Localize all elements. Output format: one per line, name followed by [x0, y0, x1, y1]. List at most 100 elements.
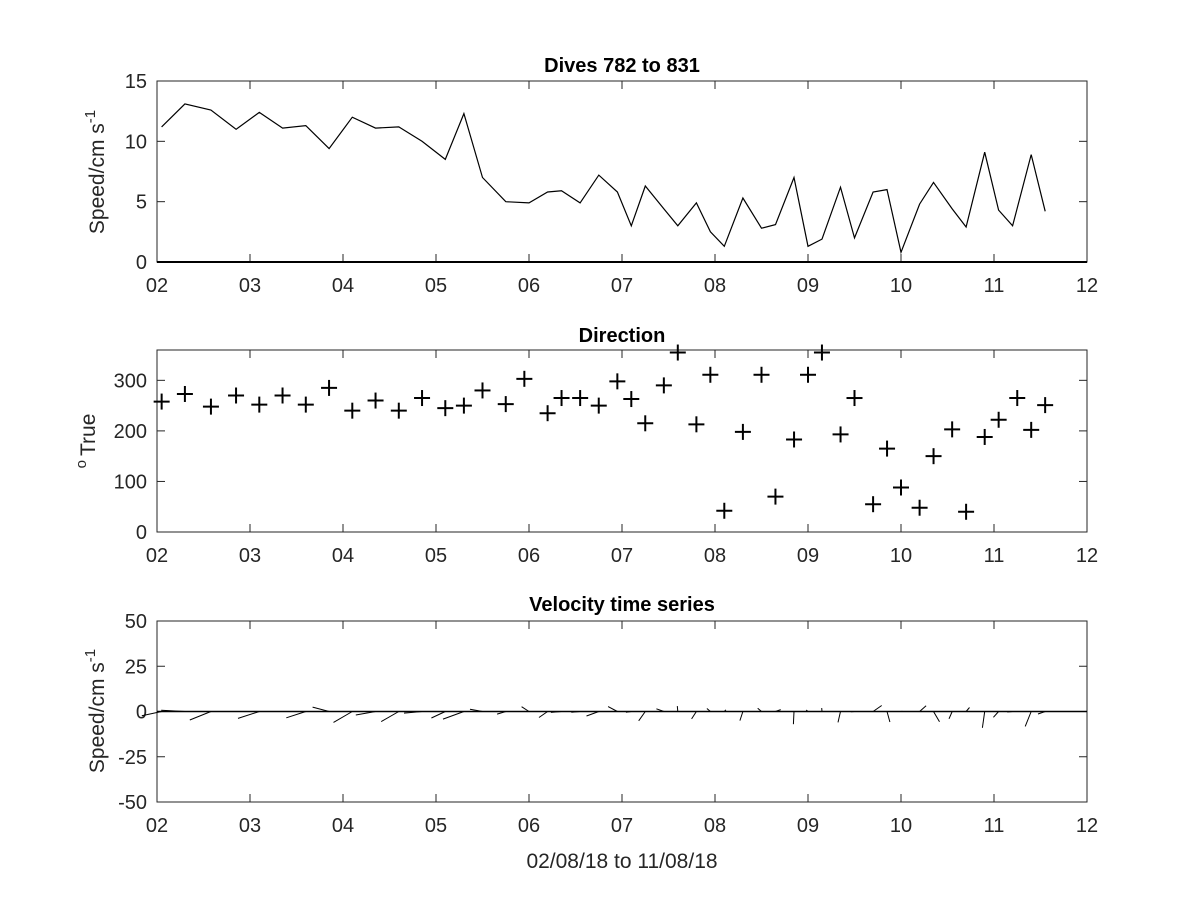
panel-direction-ylabel-text: o True	[73, 414, 100, 469]
velocity-stick	[757, 707, 762, 712]
velocity-stick	[739, 711, 744, 721]
x-tick-label: 11	[984, 815, 1005, 837]
y-tick-label: 300	[114, 370, 147, 392]
direction-marker	[414, 390, 431, 407]
x-tick-label: 05	[425, 545, 447, 567]
velocity-stick	[965, 707, 970, 712]
y-tick-label: 0	[136, 252, 147, 274]
panel-velocity-sticks	[141, 705, 1087, 728]
panel-velocity-ylabel-sup: -1	[82, 649, 99, 662]
direction-marker	[609, 373, 626, 390]
direction-marker	[944, 421, 961, 438]
direction-marker	[437, 400, 454, 417]
panel-velocity-xlabel: 02/08/18 to 11/08/18	[526, 850, 717, 873]
x-tick-label: 03	[239, 275, 261, 297]
velocity-stick	[775, 709, 781, 712]
velocity-stick	[919, 705, 927, 712]
panel-speed-ylabel-text: Speed/cm s-1	[82, 110, 109, 234]
direction-marker	[228, 387, 245, 404]
x-tick-label: 06	[518, 815, 540, 837]
velocity-stick	[521, 706, 530, 712]
velocity-stick	[141, 711, 162, 717]
x-tick-label: 05	[425, 815, 447, 837]
velocity-stick	[993, 711, 999, 718]
direction-marker	[911, 499, 928, 516]
panel-direction-series	[153, 344, 1054, 520]
panel-direction-ylabel: o True	[73, 414, 100, 469]
y-tick-label: 50	[125, 611, 147, 633]
x-tick-label: 12	[1076, 275, 1098, 297]
panel-velocity: Velocity time series Speed/cm s-1 02 03 04…	[82, 594, 1098, 873]
direction-marker	[879, 440, 896, 457]
velocity-stick	[237, 711, 260, 719]
panel-direction-ylabel-pre: o	[73, 460, 90, 468]
x-tick-label: 10	[890, 545, 912, 567]
velocity-stick	[380, 711, 400, 723]
direction-marker	[321, 379, 338, 396]
direction-marker	[655, 377, 672, 394]
x-tick-label: 07	[611, 815, 633, 837]
direction-marker	[516, 370, 533, 387]
direction-marker	[367, 392, 384, 409]
x-tick-label: 08	[704, 545, 726, 567]
direction-marker	[800, 366, 816, 383]
x-tick-label: 02	[146, 275, 168, 297]
velocity-stick	[586, 711, 599, 717]
velocity-stick	[933, 711, 940, 723]
x-tick-label: 09	[797, 275, 819, 297]
y-tick-label: 5	[136, 192, 147, 214]
y-tick-label: 0	[136, 702, 147, 724]
x-tick-label: 07	[611, 275, 633, 297]
direction-marker	[297, 396, 314, 413]
direction-marker	[925, 448, 942, 465]
direction-marker	[893, 479, 909, 496]
velocity-stick	[442, 711, 465, 720]
x-tick-label: 06	[518, 545, 540, 567]
direction-marker	[202, 398, 219, 415]
y-tick-label: 25	[125, 656, 147, 678]
direction-marker	[846, 390, 863, 407]
direction-marker	[497, 396, 514, 413]
velocity-stick	[886, 711, 891, 723]
velocity-stick	[872, 705, 882, 712]
direction-marker	[153, 393, 170, 410]
panel-direction-title: Direction	[579, 325, 666, 347]
direction-marker	[813, 344, 830, 361]
x-tick-label: 05	[425, 275, 447, 297]
velocity-stick	[431, 711, 446, 719]
direction-marker	[637, 415, 654, 432]
panel-direction-ticks: 02 03 04 05 06 07 08 09 10 11 12 0 100 200 300	[114, 350, 1098, 567]
velocity-stick	[469, 708, 483, 712]
velocity-stick	[656, 708, 665, 712]
velocity-stick	[1007, 711, 1013, 713]
y-tick-label: 0	[136, 522, 147, 544]
speed-line	[161, 103, 1046, 255]
velocity-stick	[638, 711, 646, 722]
y-tick-label: 10	[125, 131, 147, 153]
velocity-stick	[161, 709, 185, 712]
y-tick-label: 15	[125, 71, 147, 93]
velocity-stick	[948, 711, 953, 720]
panel-speed: Dives 782 to 831 Speed/cm s-1 02 03 04 05 06…	[82, 55, 1098, 297]
x-tick-label: 06	[518, 275, 540, 297]
x-tick-label: 09	[797, 545, 819, 567]
direction-marker	[716, 502, 733, 519]
x-tick-label: 11	[984, 275, 1005, 297]
y-tick-label: -25	[118, 747, 147, 769]
panel-speed-frame	[156, 80, 1088, 263]
direction-marker	[990, 411, 1007, 428]
direction-marker	[274, 387, 291, 404]
panel-speed-title: Dives 782 to 831	[544, 55, 700, 77]
x-tick-label: 12	[1076, 545, 1098, 567]
x-tick-label: 04	[332, 545, 354, 567]
velocity-stick	[496, 711, 506, 715]
velocity-stick	[333, 711, 353, 723]
direction-marker	[590, 397, 607, 414]
x-tick-label: 02	[146, 815, 168, 837]
velocity-stick	[805, 709, 809, 712]
y-tick-label: 200	[114, 421, 147, 443]
x-tick-label: 03	[239, 545, 261, 567]
velocity-stick	[837, 711, 841, 723]
y-tick-label: 100	[114, 471, 147, 493]
